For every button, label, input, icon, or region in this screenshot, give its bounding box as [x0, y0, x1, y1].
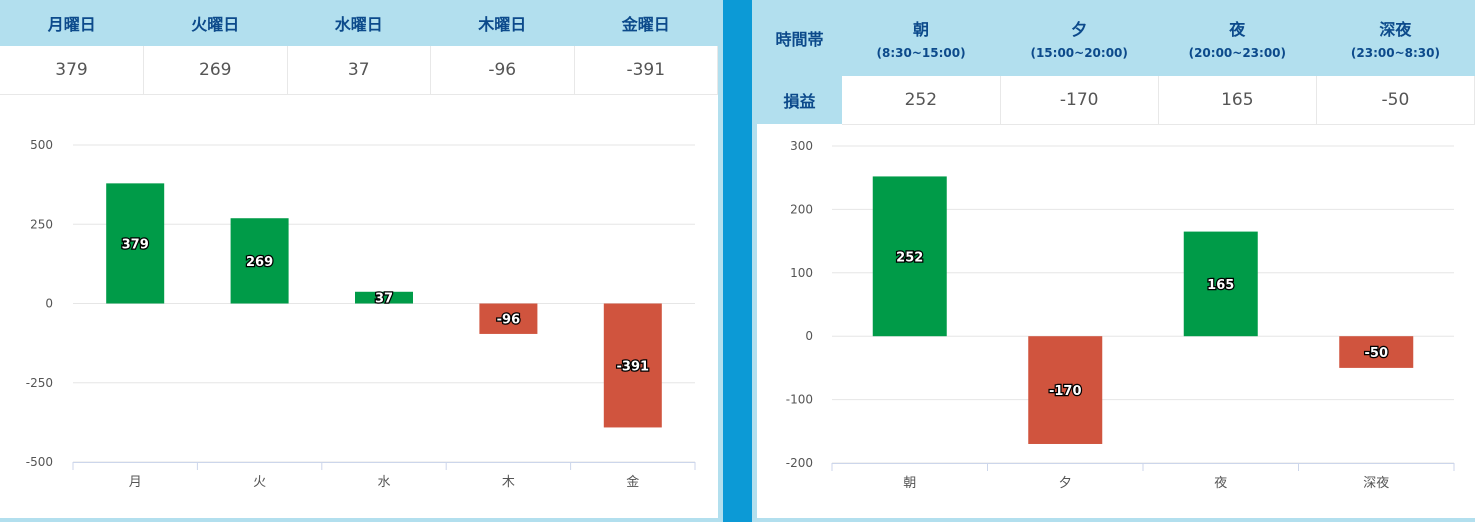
- timeslot-range: (20:00~23:00): [1188, 46, 1287, 60]
- timeslot-value: -50: [1316, 76, 1475, 125]
- data-label: 252: [896, 250, 923, 265]
- weekday-header: 金曜日: [574, 0, 718, 46]
- y-tick-label: 0: [805, 329, 813, 343]
- weekday-panel: 月曜日 火曜日 水曜日 木曜日 金曜日 379 269 37 -96 -391 …: [0, 0, 718, 518]
- weekday-bar-chart: 500 250 0 -250 -500 379 月 269 火 37 水 -96 木 -391 金: [26, 138, 696, 490]
- weekday-value: 269: [143, 46, 288, 95]
- weekday-value: 37: [287, 46, 431, 95]
- x-tick-label: 深夜: [1363, 476, 1389, 491]
- timeslot-range: (23:00~8:30): [1350, 46, 1440, 60]
- y-tick-label: 200: [790, 202, 813, 216]
- x-tick-label: 火: [253, 475, 266, 490]
- timeslot-range: (8:30~15:00): [876, 46, 966, 60]
- timeslot-range: (15:00~20:00): [1030, 46, 1128, 60]
- data-label: 165: [1207, 278, 1234, 293]
- panel-gap: [752, 0, 757, 522]
- weekday-value: 379: [0, 46, 144, 95]
- bar: [1339, 336, 1414, 368]
- weekday-value: -96: [430, 46, 575, 95]
- panel-gap: [718, 0, 723, 522]
- timeslot-summary-table: 時間帯 朝 (8:30~15:00) 夕 (15:00~20:00) 夜 (20:00…: [757, 0, 1475, 125]
- x-tick-label: 朝: [903, 476, 916, 491]
- y-tick-label: -200: [786, 456, 813, 470]
- bar: [1028, 336, 1103, 444]
- y-tick-label: -100: [786, 393, 813, 407]
- bar: [106, 183, 165, 304]
- x-tick-label: 月: [129, 475, 142, 490]
- timeslot-header-row: 時間帯 朝 (8:30~15:00) 夕 (15:00~20:00) 夜 (20:00…: [757, 0, 1475, 76]
- data-label: 37: [375, 292, 393, 307]
- data-label: -50: [1365, 346, 1389, 361]
- weekday-header: 木曜日: [430, 0, 574, 46]
- y-tick-label: 500: [30, 138, 53, 152]
- bar: [872, 176, 947, 337]
- timeslot-label: 深夜: [1379, 20, 1412, 39]
- bar: [479, 303, 538, 334]
- timeslot-header: 夜 (20:00~23:00): [1158, 0, 1317, 76]
- timeslot-row-header: 時間帯: [757, 0, 842, 76]
- data-label: 269: [246, 255, 273, 270]
- timeslot-label: 夕: [1071, 20, 1088, 39]
- timeslot-value-row: 損益 252 -170 165 -50: [757, 76, 1475, 125]
- weekday-value: -391: [574, 46, 718, 95]
- data-label: -170: [1049, 384, 1082, 399]
- timeslot-panel: 時間帯 朝 (8:30~15:00) 夕 (15:00~20:00) 夜 (20:00…: [757, 0, 1475, 518]
- y-tick-label: 100: [790, 266, 813, 280]
- x-tick-label: 金: [626, 474, 639, 490]
- timeslot-value: -170: [1000, 76, 1159, 125]
- x-tick-label: 夕: [1059, 476, 1072, 491]
- timeslot-value: 165: [1158, 76, 1317, 125]
- weekday-header: 火曜日: [143, 0, 287, 46]
- profit-row-label: 損益: [757, 76, 842, 124]
- weekday-header: 月曜日: [0, 0, 144, 46]
- data-label: -391: [617, 359, 650, 374]
- bar: [603, 303, 662, 428]
- timeslot-header: 深夜 (23:00~8:30): [1316, 0, 1475, 76]
- bar: [355, 291, 413, 304]
- timeslot-label: 朝: [913, 20, 930, 39]
- y-tick-label: -250: [26, 376, 53, 390]
- data-label: -96: [497, 313, 521, 328]
- y-tick-label: 250: [30, 217, 53, 231]
- x-tick-label: 水: [377, 475, 390, 490]
- data-label: 379: [122, 237, 149, 252]
- bar: [230, 218, 289, 304]
- panel-divider: [718, 0, 757, 522]
- y-tick-label: 300: [790, 139, 813, 153]
- timeslot-value: 252: [842, 76, 1001, 125]
- y-tick-label: 0: [45, 297, 53, 311]
- x-tick-label: 夜: [1214, 476, 1227, 491]
- timeslot-header: 朝 (8:30~15:00): [842, 0, 1001, 76]
- weekday-value-row: 379 269 37 -96 -391: [0, 46, 718, 95]
- weekday-header-row: 月曜日 火曜日 水曜日 木曜日 金曜日: [0, 0, 718, 46]
- timeslot-label: 夜: [1229, 20, 1246, 39]
- weekday-header: 水曜日: [287, 0, 431, 46]
- y-tick-label: -500: [26, 455, 53, 469]
- x-tick-label: 木: [502, 475, 515, 490]
- bar: [1183, 231, 1258, 337]
- timeslot-header: 夕 (15:00~20:00): [1000, 0, 1159, 76]
- timeslot-bar-chart: 300 200 100 0 -100 -200 252 朝 -170 夕 165 夜 -50 深夜: [786, 139, 1455, 491]
- weekday-summary-table: 月曜日 火曜日 水曜日 木曜日 金曜日 379 269 37 -96 -391: [0, 0, 718, 95]
